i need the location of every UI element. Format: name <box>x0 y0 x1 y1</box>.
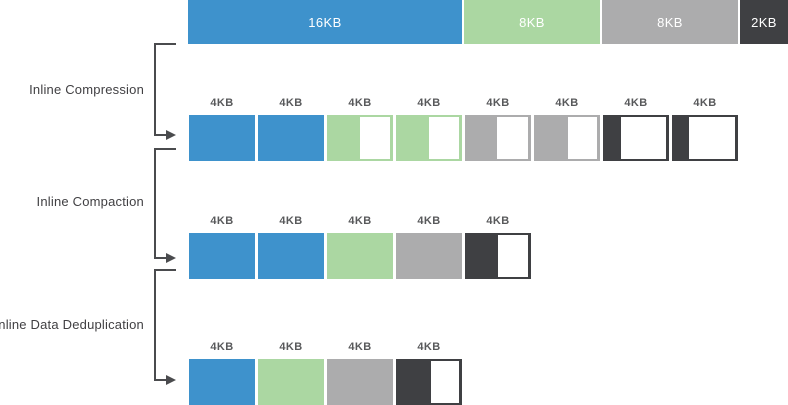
data-block <box>603 115 669 161</box>
data-block <box>258 115 324 161</box>
stage-label: Inline Data Deduplication <box>0 317 144 332</box>
bar-segment-label: 2KB <box>751 14 777 30</box>
block-free-space <box>430 361 459 403</box>
block-cell: 4KB <box>465 96 531 161</box>
block-cell: 4KB <box>327 96 393 161</box>
block-size-label: 4KB <box>417 97 441 109</box>
block-size-label: 4KB <box>348 341 372 353</box>
block-size-label: 4KB <box>555 97 579 109</box>
block-size-label: 4KB <box>417 341 441 353</box>
block-cell: 4KB <box>396 96 462 161</box>
block-cell: 4KB <box>396 340 462 405</box>
bar-segment: 8KB <box>464 0 600 44</box>
stage-label: Inline Compression <box>29 82 144 97</box>
block-cell: 4KB <box>534 96 600 161</box>
data-block <box>465 115 531 161</box>
block-size-label: 4KB <box>210 215 234 227</box>
bar-segment-label: 16KB <box>308 14 342 30</box>
bracket-arrow-compression <box>154 43 176 140</box>
block-cell: 4KB <box>672 96 738 161</box>
block-free-space <box>567 117 597 159</box>
block-size-label: 4KB <box>417 215 441 227</box>
block-cell: 4KB <box>189 214 255 279</box>
block-cell: 4KB <box>258 340 324 405</box>
block-size-label: 4KB <box>624 97 648 109</box>
block-cell: 4KB <box>189 96 255 161</box>
data-block <box>189 359 255 405</box>
block-cell: 4KB <box>258 214 324 279</box>
block-size-label: 4KB <box>279 341 303 353</box>
bar-segment: 2KB <box>740 0 788 44</box>
block-size-label: 4KB <box>279 215 303 227</box>
data-block <box>189 233 255 279</box>
block-size-label: 4KB <box>210 97 234 109</box>
data-block <box>672 115 738 161</box>
bracket-arrow-deduplication <box>154 269 176 385</box>
block-size-label: 4KB <box>486 97 510 109</box>
data-block <box>396 359 462 405</box>
block-free-space <box>688 117 735 159</box>
data-block <box>258 359 324 405</box>
block-size-label: 4KB <box>210 341 234 353</box>
data-block <box>396 233 462 279</box>
data-block <box>465 233 531 279</box>
bar-segment-label: 8KB <box>519 14 545 30</box>
data-block <box>327 115 393 161</box>
stage-label: Inline Compaction <box>36 194 144 209</box>
block-cell: 4KB <box>465 214 531 279</box>
block-free-space <box>621 117 666 159</box>
original-data-bar: 16KB 8KB 8KB 2KB <box>188 0 788 44</box>
block-size-label: 4KB <box>279 97 303 109</box>
block-row: 4KB 4KB 4KB 4KB 4KB 4KB 4KB 4KB <box>189 96 738 161</box>
block-free-space <box>497 117 528 159</box>
data-block <box>396 115 462 161</box>
block-cell: 4KB <box>327 214 393 279</box>
data-block <box>258 233 324 279</box>
data-block <box>327 359 393 405</box>
block-row: 4KB 4KB 4KB 4KB <box>189 340 462 405</box>
data-block <box>189 115 255 161</box>
block-cell: 4KB <box>396 214 462 279</box>
bar-segment: 8KB <box>602 0 738 44</box>
bracket-arrow-compaction <box>154 148 176 263</box>
block-cell: 4KB <box>327 340 393 405</box>
bar-segment-label: 8KB <box>657 14 683 30</box>
block-free-space <box>498 235 528 277</box>
corner-white-patch <box>736 355 788 405</box>
data-block <box>534 115 600 161</box>
block-free-space <box>360 117 390 159</box>
block-free-space <box>429 117 459 159</box>
block-cell: 4KB <box>603 96 669 161</box>
block-cell: 4KB <box>258 96 324 161</box>
block-size-label: 4KB <box>348 97 372 109</box>
block-cell: 4KB <box>189 340 255 405</box>
block-row: 4KB 4KB 4KB 4KB 4KB <box>189 214 531 279</box>
block-size-label: 4KB <box>486 215 510 227</box>
block-size-label: 4KB <box>348 215 372 227</box>
block-size-label: 4KB <box>693 97 717 109</box>
bar-segment: 16KB <box>188 0 462 44</box>
data-block <box>327 233 393 279</box>
